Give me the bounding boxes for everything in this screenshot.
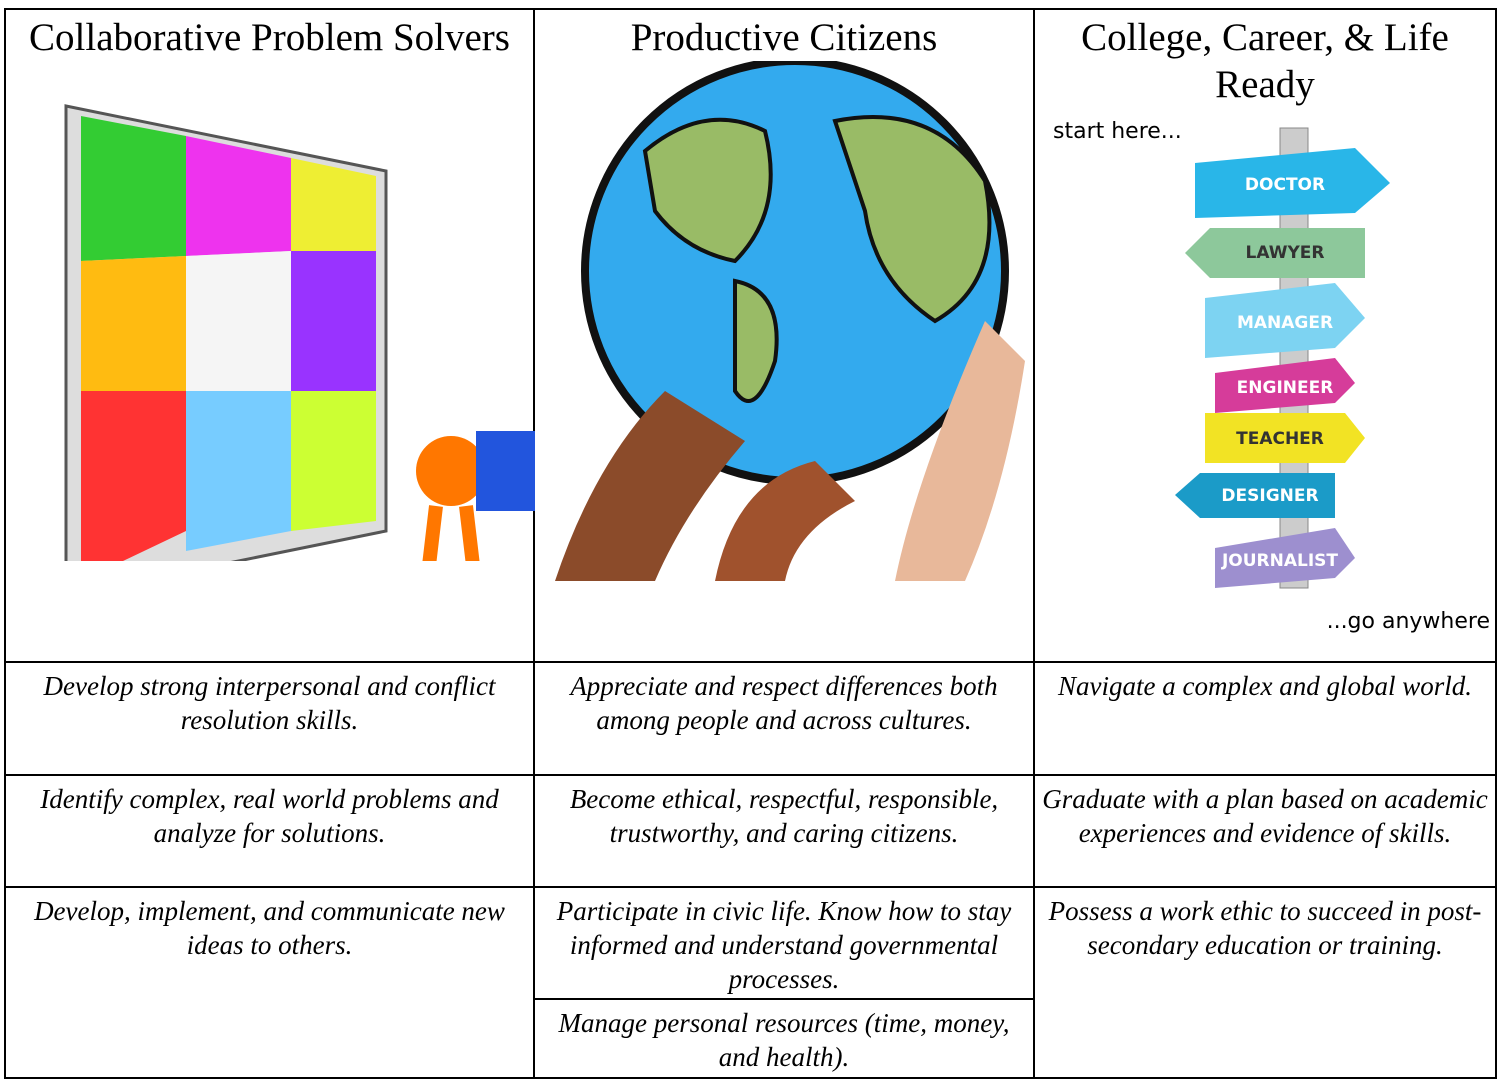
table-cell: Possess a work ethic to succeed in post-… bbox=[1033, 886, 1497, 1079]
table-cell: Develop strong interpersonal and conflic… bbox=[4, 661, 535, 776]
signpost-text: ...go anywhere bbox=[1327, 609, 1490, 634]
sign-label: TEACHER bbox=[1236, 429, 1324, 449]
signpost-image: start here... ...go anywhere DOCTOR LAWY… bbox=[1053, 119, 1490, 634]
table-cell: Graduate with a plan based on academic e… bbox=[1033, 774, 1497, 888]
header-cell: College, Career, & Life Ready start here… bbox=[1033, 8, 1497, 663]
table-cell: Manage personal resources (time, money, … bbox=[533, 998, 1035, 1079]
puzzle-image bbox=[64, 104, 535, 561]
header-cell: Productive Citizens bbox=[533, 8, 1035, 663]
signpost-text: start here... bbox=[1053, 119, 1182, 144]
column-title: Collaborative Problem Solvers bbox=[29, 16, 510, 59]
header-cell: Collaborative Problem Solvers bbox=[4, 8, 535, 663]
sign-label: LAWYER bbox=[1246, 243, 1325, 263]
globe-image bbox=[555, 61, 1025, 581]
table-cell: Appreciate and respect differences both … bbox=[533, 661, 1035, 776]
table-cell: Navigate a complex and global world. bbox=[1033, 661, 1497, 776]
column-title: Productive Citizens bbox=[630, 16, 938, 59]
sign-label: DESIGNER bbox=[1221, 486, 1318, 506]
table-cell: Become ethical, respectful, responsible,… bbox=[533, 774, 1035, 888]
sign-label: ENGINEER bbox=[1237, 378, 1334, 398]
sign-label: JOURNALIST bbox=[1221, 551, 1338, 571]
sign-label: MANAGER bbox=[1237, 313, 1333, 333]
table-cell: Identify complex, real world problems an… bbox=[4, 774, 535, 888]
sign-label: DOCTOR bbox=[1245, 175, 1325, 195]
column-title: College, Career, & Life Ready bbox=[1081, 16, 1449, 106]
table-cell: Participate in civic life. Know how to s… bbox=[533, 886, 1035, 1000]
table-cell: Develop, implement, and communicate new … bbox=[4, 886, 535, 1079]
values-table: Collaborative Problem Solvers Productive… bbox=[4, 8, 1497, 1079]
